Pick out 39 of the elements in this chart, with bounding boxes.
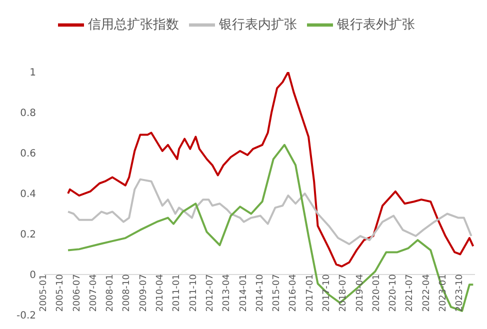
y-tick-label: 0.2	[20, 230, 36, 241]
x-tick-label: 2014-01	[238, 274, 249, 312]
legend-label: 银行表内扩张	[219, 18, 297, 33]
x-tick-label: 2005-10	[56, 274, 66, 312]
line-series	[67, 144, 474, 312]
y-tick-label: 0.8	[20, 108, 36, 120]
x-tick-label: 2006-07	[72, 274, 82, 312]
y-tick-label: 0	[30, 270, 36, 282]
x-tick-label: 2020-10	[388, 274, 399, 312]
legend-label: 信用总扩张指数	[88, 18, 179, 33]
x-tick-label: 2005-01	[39, 274, 49, 312]
x-tick-label: 2011-01	[172, 274, 182, 312]
x-tick-label: 2007-04	[88, 274, 99, 312]
x-tick-label: 2008-01	[106, 274, 116, 312]
line-series	[67, 72, 474, 268]
y-tick-label: 0.4	[20, 189, 36, 200]
x-tick-label: 2008-10	[122, 274, 132, 312]
x-tick-label: 2019-04	[355, 274, 366, 312]
x-tick-label: 2016-04	[288, 274, 299, 312]
x-tick-label: 2018-07	[338, 274, 349, 312]
x-tick-label: 2013-04	[222, 274, 232, 312]
x-tick-label: 2022-04	[422, 274, 432, 312]
y-tick-label: 1	[30, 68, 36, 79]
x-tick-label: 2021-07	[405, 274, 416, 312]
x-tick-label: 2015-07	[272, 274, 282, 312]
y-tick-label: 0.6	[20, 148, 36, 160]
x-tick-label: 2023-01	[438, 274, 449, 312]
line-series	[67, 178, 472, 246]
x-tick-label: 2020-01	[372, 274, 382, 312]
x-tick-label: 2012-07	[205, 274, 216, 312]
x-tick-label: 2023-10	[455, 274, 466, 312]
x-tick-label: 2011-10	[188, 274, 199, 312]
legend-label: 银行表外扩张	[337, 18, 415, 33]
x-tick-label: 2014-10	[255, 274, 266, 312]
x-tick-label: 2017-01	[305, 274, 316, 312]
x-tick-label: 2010-04	[156, 274, 166, 312]
x-tick-label: 2009-07	[138, 274, 149, 312]
y-tick-label: -0.2	[16, 310, 36, 322]
x-tick-label: 2017-10	[322, 274, 332, 312]
